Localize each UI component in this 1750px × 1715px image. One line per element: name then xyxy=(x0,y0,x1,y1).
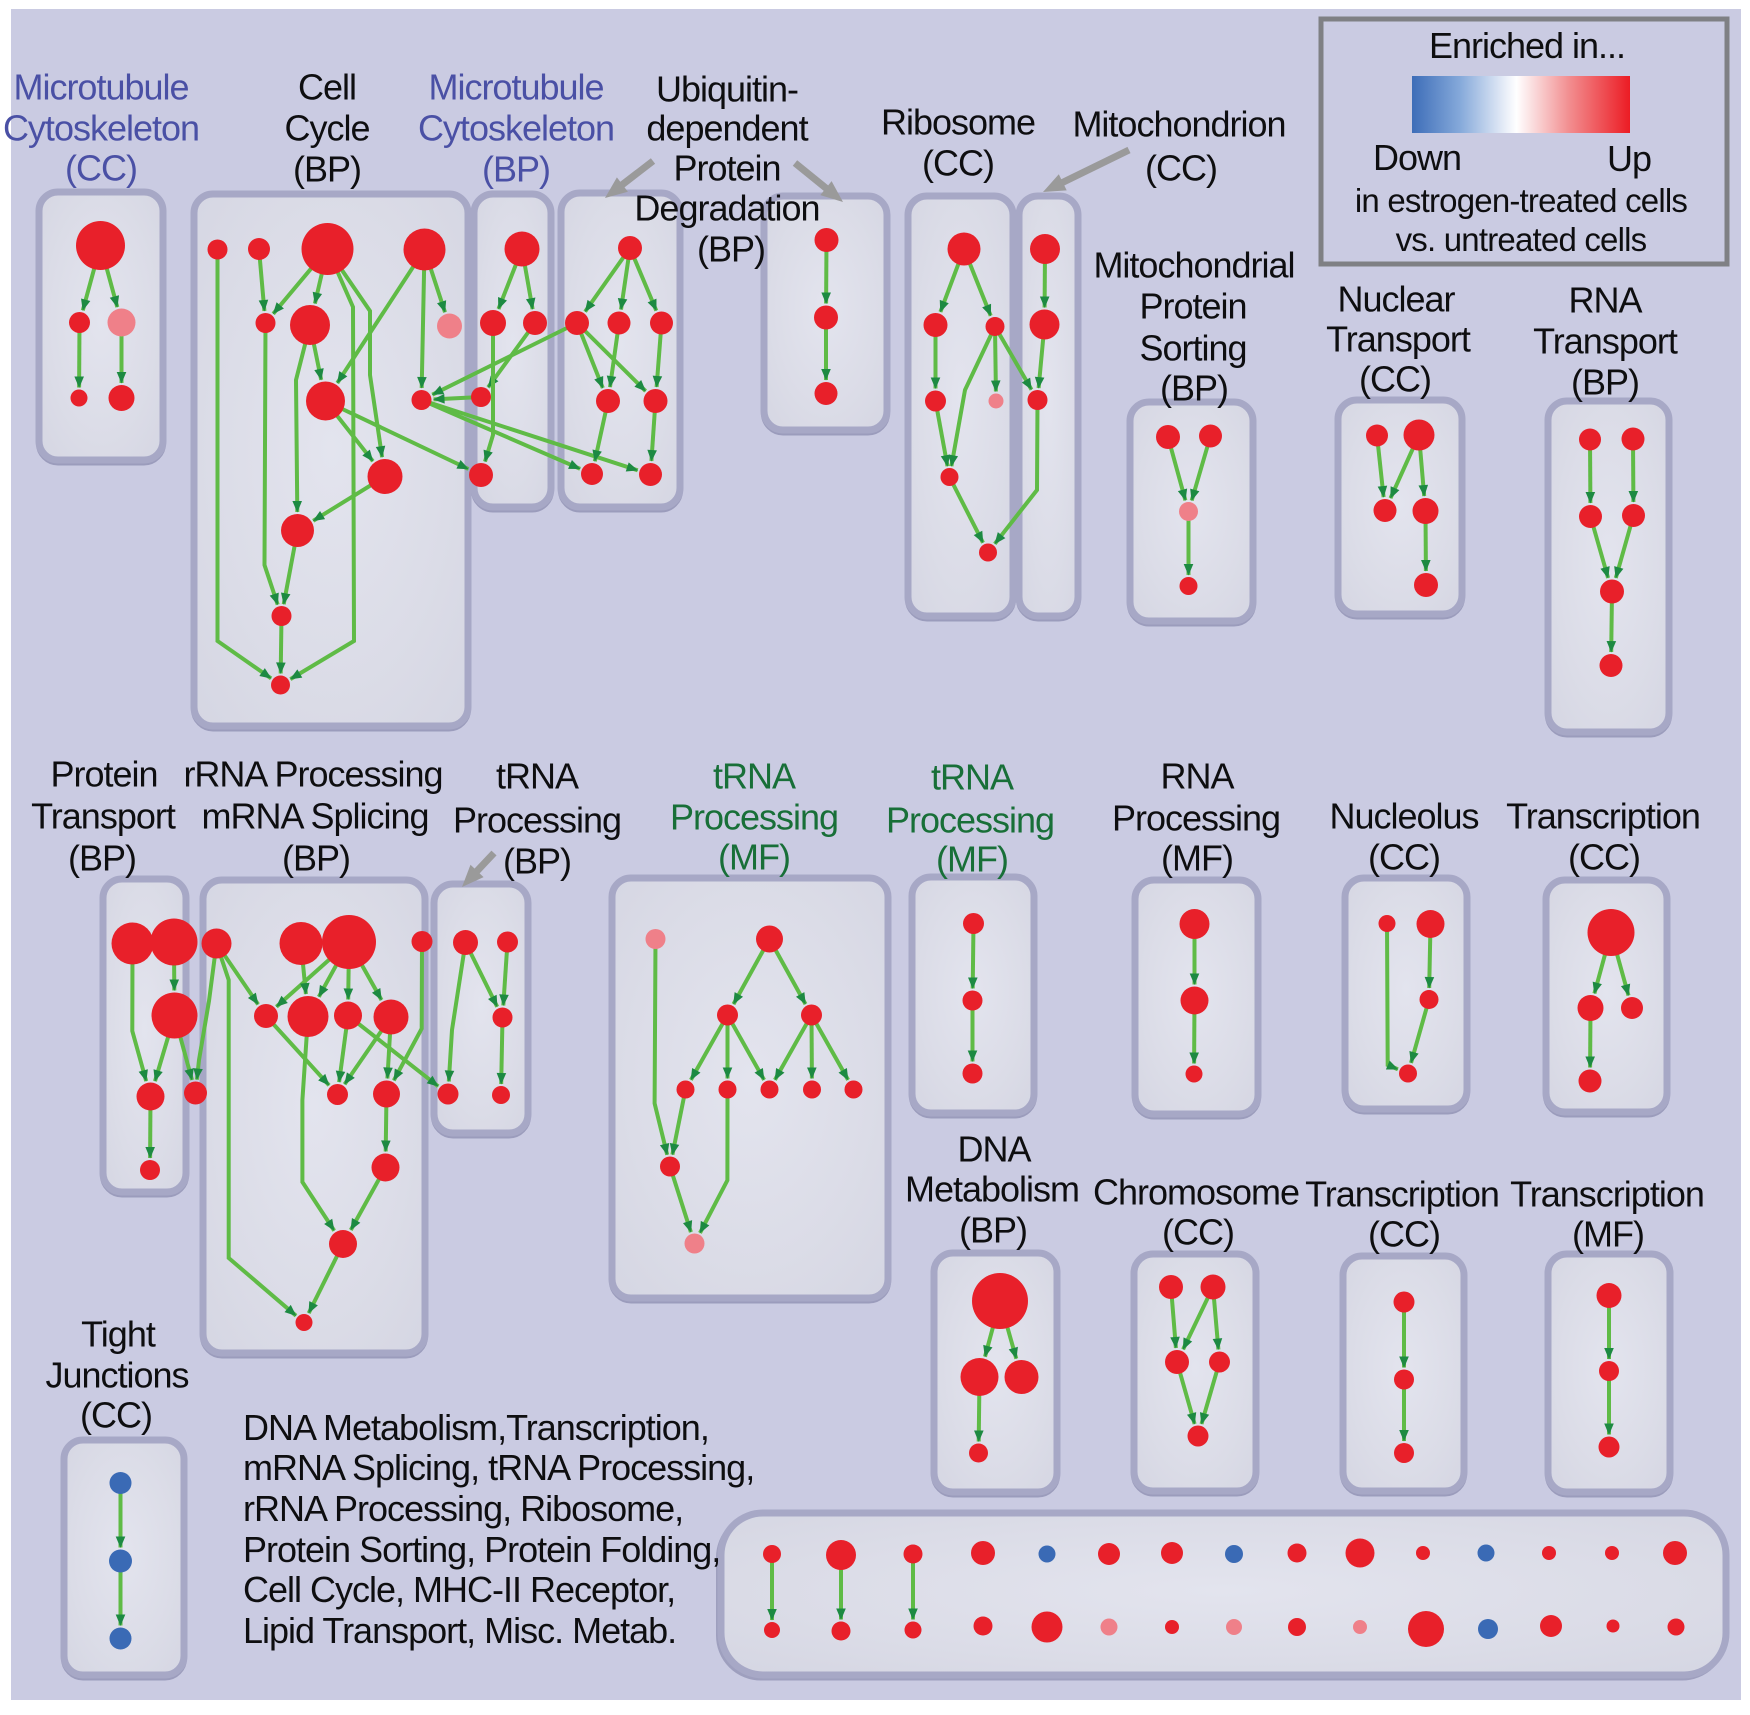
svg-text:Metabolism: Metabolism xyxy=(905,1169,1079,1210)
svg-text:Transcription: Transcription xyxy=(1506,796,1700,837)
svg-text:Nuclear: Nuclear xyxy=(1337,279,1455,320)
svg-text:(CC): (CC) xyxy=(1368,1214,1440,1255)
svg-text:Cytoskeleton: Cytoskeleton xyxy=(3,108,199,149)
svg-text:(BP): (BP) xyxy=(68,838,136,879)
svg-text:Mitochondrion: Mitochondrion xyxy=(1072,104,1285,145)
svg-text:(BP): (BP) xyxy=(293,149,361,190)
svg-text:Processing: Processing xyxy=(1112,798,1280,839)
svg-text:Sorting: Sorting xyxy=(1139,328,1246,369)
svg-text:Protein: Protein xyxy=(673,148,780,189)
svg-text:Nucleolus: Nucleolus xyxy=(1329,796,1478,837)
svg-text:(CC): (CC) xyxy=(922,143,994,184)
svg-text:Enriched in...: Enriched in... xyxy=(1429,25,1625,66)
svg-text:(BP): (BP) xyxy=(959,1210,1027,1251)
svg-text:(BP): (BP) xyxy=(282,838,350,879)
svg-text:Processing: Processing xyxy=(453,800,621,841)
svg-text:Protein Sorting, Protein Foldi: Protein Sorting, Protein Folding, xyxy=(243,1529,720,1570)
svg-text:Degradation: Degradation xyxy=(634,188,819,229)
svg-text:Chromosome: Chromosome xyxy=(1093,1172,1299,1213)
svg-text:Transport: Transport xyxy=(1533,321,1678,362)
svg-text:Processing: Processing xyxy=(886,800,1054,841)
svg-text:(MF): (MF) xyxy=(936,839,1008,880)
svg-text:tRNA: tRNA xyxy=(496,756,579,797)
svg-text:Processing: Processing xyxy=(670,797,838,838)
svg-text:(CC): (CC) xyxy=(1145,148,1217,189)
svg-text:Ribosome: Ribosome xyxy=(881,102,1035,143)
svg-text:tRNA: tRNA xyxy=(931,757,1014,798)
svg-text:(BP): (BP) xyxy=(1160,368,1228,409)
svg-text:Cell Cycle, MHC-II Receptor,: Cell Cycle, MHC-II Receptor, xyxy=(243,1569,675,1610)
svg-text:Mitochondrial: Mitochondrial xyxy=(1093,245,1294,286)
svg-text:Cycle: Cycle xyxy=(284,108,369,149)
svg-text:Ubiquitin-: Ubiquitin- xyxy=(656,69,798,110)
svg-text:rRNA Processing: rRNA Processing xyxy=(183,754,442,795)
svg-text:(CC): (CC) xyxy=(80,1395,152,1436)
svg-text:Microtubule: Microtubule xyxy=(13,67,188,108)
svg-text:Down: Down xyxy=(1373,137,1461,178)
svg-text:Tight: Tight xyxy=(81,1314,156,1355)
svg-text:Transcription: Transcription xyxy=(1305,1174,1499,1215)
svg-text:(BP): (BP) xyxy=(1571,362,1639,403)
svg-text:(CC): (CC) xyxy=(1359,359,1431,400)
svg-text:Transport: Transport xyxy=(1326,319,1471,360)
svg-text:in estrogen-treated cells: in estrogen-treated cells xyxy=(1355,182,1687,219)
svg-text:tRNA: tRNA xyxy=(713,756,796,797)
svg-text:mRNA Splicing: mRNA Splicing xyxy=(201,796,428,837)
svg-text:(BP): (BP) xyxy=(697,229,765,270)
svg-text:(MF): (MF) xyxy=(1572,1214,1644,1255)
svg-text:Microtubule: Microtubule xyxy=(428,67,603,108)
svg-text:(CC): (CC) xyxy=(65,148,137,189)
svg-text:dependent: dependent xyxy=(646,108,808,149)
svg-text:(BP): (BP) xyxy=(503,841,571,882)
svg-text:Lipid Transport, Misc. Metab.: Lipid Transport, Misc. Metab. xyxy=(243,1610,676,1651)
svg-text:rRNA Processing, Ribosome,: rRNA Processing, Ribosome, xyxy=(243,1488,683,1529)
svg-text:DNA Metabolism,Transcription,: DNA Metabolism,Transcription, xyxy=(243,1407,709,1448)
svg-text:(CC): (CC) xyxy=(1162,1212,1234,1253)
svg-text:vs. untreated cells: vs. untreated cells xyxy=(1396,221,1647,258)
svg-text:(CC): (CC) xyxy=(1368,837,1440,878)
svg-text:RNA: RNA xyxy=(1160,756,1234,797)
svg-text:Protein: Protein xyxy=(50,754,157,795)
svg-text:Transcription: Transcription xyxy=(1510,1174,1704,1215)
svg-text:Protein: Protein xyxy=(1139,286,1246,327)
svg-text:(MF): (MF) xyxy=(718,837,790,878)
svg-text:Transport: Transport xyxy=(31,796,176,837)
svg-text:Cytoskeleton: Cytoskeleton xyxy=(418,108,614,149)
svg-text:DNA: DNA xyxy=(957,1129,1031,1170)
svg-text:Up: Up xyxy=(1607,138,1651,179)
svg-text:mRNA Splicing, tRNA Processing: mRNA Splicing, tRNA Processing, xyxy=(243,1447,754,1488)
svg-text:(CC): (CC) xyxy=(1568,837,1640,878)
svg-text:RNA: RNA xyxy=(1568,280,1642,321)
svg-text:Cell: Cell xyxy=(298,67,356,108)
svg-text:(MF): (MF) xyxy=(1161,838,1233,879)
svg-text:(BP): (BP) xyxy=(482,149,550,190)
svg-text:Junctions: Junctions xyxy=(45,1355,188,1396)
